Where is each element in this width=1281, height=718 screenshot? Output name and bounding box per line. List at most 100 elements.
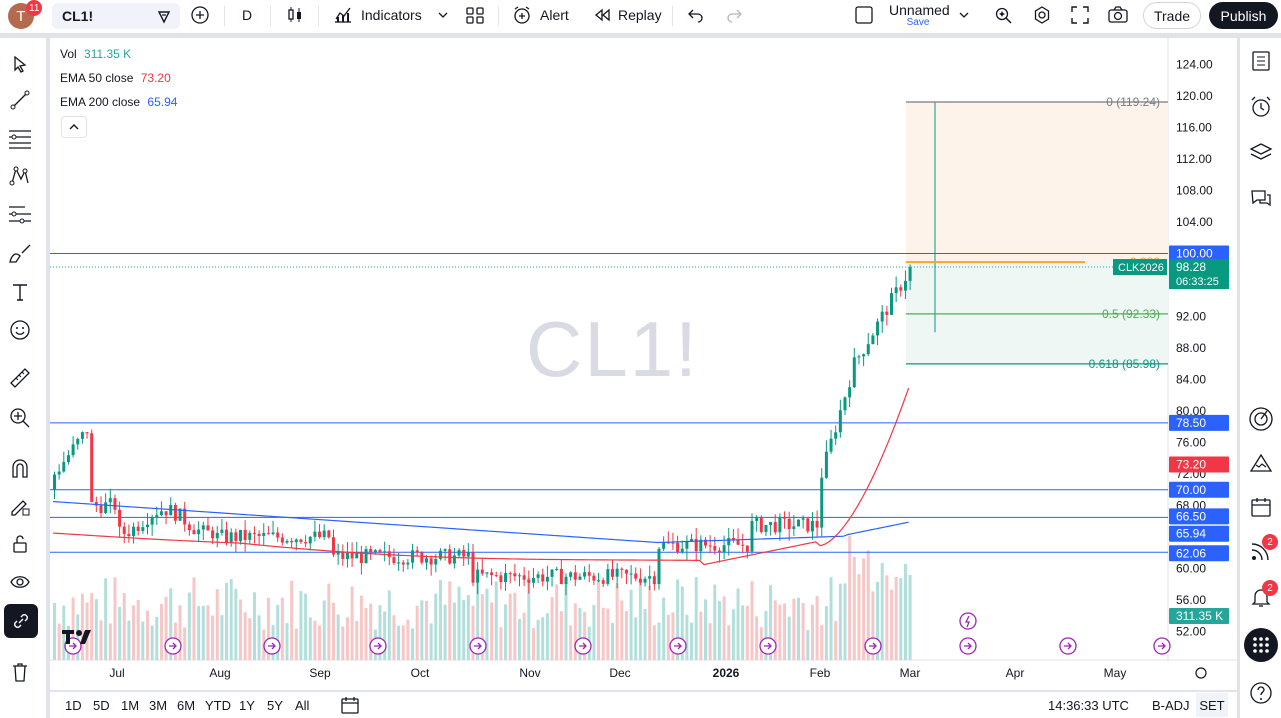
publish-button[interactable]: Publish [1209,2,1278,29]
fullscreen-button[interactable] [1070,0,1090,30]
pine-button[interactable] [1248,450,1274,476]
candle-body [136,526,140,531]
candle-body [178,508,182,521]
legend-volume[interactable]: Vol 311.35 K [60,47,131,61]
compare-button[interactable] [190,0,210,30]
symbol-search[interactable]: CL1! [52,3,180,29]
alerts-button[interactable] [1248,94,1274,120]
range-6m[interactable]: 6M [177,698,196,713]
forecast-tool[interactable] [8,202,32,226]
snapshot-button[interactable] [1107,0,1129,30]
candle-body [680,548,684,553]
chats-button[interactable] [1248,186,1274,212]
price-tag-label: 62.06 [1176,546,1206,560]
hide-drawings-tool[interactable] [8,570,32,594]
layout-menu-button[interactable] [958,0,970,30]
legend-ema50[interactable]: EMA 50 close 73.20 [60,71,171,85]
indicator-templates-button[interactable] [437,0,449,30]
candle-body [708,545,712,547]
chart-pane[interactable]: CL1! 0 (119.24)0.3820.5 (92.33)0.618 (85… [50,38,1237,690]
zoom-tool[interactable] [8,406,32,430]
price-chart[interactable]: 0 (119.24)0.3820.5 (92.33)0.618 (85.98)1… [50,38,1237,690]
volume-bar [680,586,684,660]
price-tag[interactable] [1169,525,1229,542]
cursor-tool[interactable] [8,52,32,76]
price-tag[interactable] [1169,545,1229,562]
price-tag[interactable] [1169,481,1229,498]
indicators-button[interactable]: Indicators [333,0,422,30]
measure-tool[interactable] [8,366,32,390]
range-5d[interactable]: 5D [93,698,110,713]
range-1y[interactable]: 1Y [239,698,255,713]
tradingview-logo[interactable] [62,628,94,649]
screener-button[interactable] [1248,406,1274,432]
magnet-tool[interactable] [8,456,32,480]
fib-tool[interactable] [8,126,32,150]
remove-drawings-tool[interactable] [8,660,32,684]
b-adj-button[interactable]: B-ADJ [1152,698,1190,713]
layout-name-button[interactable]: Unnamed Save [889,3,950,28]
range-5y[interactable]: 5Y [267,698,283,713]
stay-drawing-tool[interactable] [8,494,32,518]
products-button[interactable] [1244,628,1278,662]
candle-body [666,542,670,544]
last-price-tag[interactable] [1169,259,1229,290]
lock-drawings-tool[interactable] [8,532,32,556]
prediction-icon [9,206,31,224]
candle-body [597,580,601,582]
volume-bar [415,605,419,660]
sync-drawings-tool[interactable] [4,604,38,638]
undo-button[interactable] [687,0,705,30]
price-tag[interactable] [1169,608,1229,624]
candle-body [76,438,80,445]
range-3m[interactable]: 3M [149,698,168,713]
calendar-button[interactable] [1248,494,1274,520]
candle-body [369,549,373,553]
axis-settings-icon[interactable] [1195,667,1207,679]
volume-bar [745,605,749,660]
trend-line-tool[interactable] [8,88,32,112]
quick-search-button[interactable] [994,0,1014,30]
pattern-tool[interactable] [8,164,32,188]
range-1d[interactable]: 1D [65,698,82,713]
collapse-legend-button[interactable] [61,116,87,138]
text-tool[interactable] [8,280,32,304]
price-tag[interactable] [1169,414,1229,431]
volume-bar [383,611,387,660]
symbol-flag-icon[interactable] [156,9,172,25]
alert-button[interactable]: Alert [512,0,569,30]
layout-checkbox[interactable] [854,0,874,30]
volume-bar [569,625,573,660]
object-tree-button[interactable] [1248,140,1274,166]
price-tag[interactable] [1169,456,1229,473]
chart-type-button[interactable] [285,0,305,30]
brush-tool[interactable] [8,242,32,266]
interval-button[interactable]: D [242,0,252,30]
trade-button[interactable]: Trade [1143,2,1201,29]
volume-bar [578,607,582,660]
redo-button[interactable] [725,0,743,30]
session-button[interactable]: SET [1196,693,1228,717]
volume-bar [880,563,884,660]
lightning-marker[interactable] [959,612,977,630]
goto-date-button[interactable] [340,695,360,718]
price-tag[interactable] [1169,508,1229,525]
utc-clock[interactable]: 14:36:33 UTC [1048,698,1129,713]
watchlist-button[interactable] [1248,48,1274,74]
range-ytd[interactable]: YTD [205,698,231,713]
settings-button[interactable] [1032,0,1052,30]
range-all[interactable]: All [295,698,310,713]
candle-body [397,562,401,564]
symbol-tag[interactable] [1113,259,1167,276]
emoji-tool[interactable] [8,318,32,342]
volume-bar [350,586,354,660]
layout-grid-button[interactable] [465,0,485,30]
legend-ema200[interactable]: EMA 200 close 65.94 [60,95,177,109]
replay-button[interactable]: Replay [592,0,662,30]
ideas-stream-button[interactable] [1248,538,1274,564]
help-button[interactable] [1248,680,1274,706]
candle-body [411,550,415,563]
range-1m[interactable]: 1M [121,698,140,713]
zoom-in-icon [10,408,30,428]
price-tag[interactable] [1169,245,1229,262]
